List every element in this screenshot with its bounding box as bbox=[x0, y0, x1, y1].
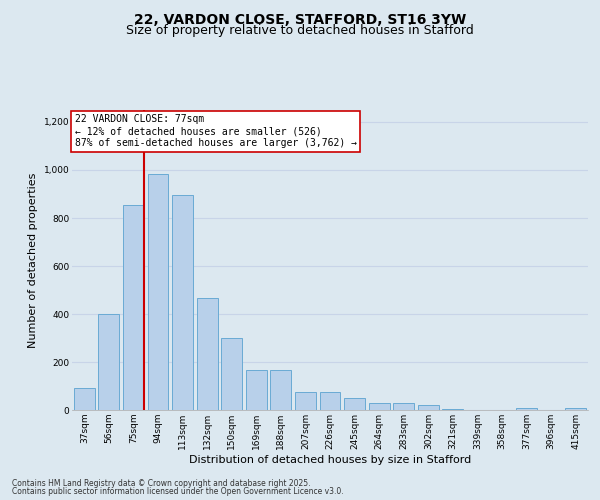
Bar bbox=[442, 409, 463, 410]
Bar bbox=[123, 205, 144, 410]
Bar bbox=[295, 392, 316, 410]
Bar bbox=[148, 174, 169, 410]
Bar bbox=[221, 338, 242, 410]
Bar bbox=[74, 388, 95, 410]
Text: 22, VARDON CLOSE, STAFFORD, ST16 3YW: 22, VARDON CLOSE, STAFFORD, ST16 3YW bbox=[134, 12, 466, 26]
Bar bbox=[98, 314, 119, 410]
Bar bbox=[320, 392, 340, 410]
Text: 22 VARDON CLOSE: 77sqm
← 12% of detached houses are smaller (526)
87% of semi-de: 22 VARDON CLOSE: 77sqm ← 12% of detached… bbox=[74, 114, 356, 148]
Bar bbox=[271, 370, 292, 410]
Bar bbox=[418, 405, 439, 410]
Text: Contains public sector information licensed under the Open Government Licence v3: Contains public sector information licen… bbox=[12, 487, 344, 496]
Bar bbox=[516, 408, 537, 410]
Bar bbox=[368, 403, 389, 410]
Bar bbox=[565, 408, 586, 410]
Bar bbox=[393, 403, 414, 410]
Bar bbox=[246, 370, 267, 410]
Bar bbox=[197, 298, 218, 410]
Bar bbox=[344, 398, 365, 410]
Bar bbox=[172, 195, 193, 410]
Text: Size of property relative to detached houses in Stafford: Size of property relative to detached ho… bbox=[126, 24, 474, 37]
Text: Contains HM Land Registry data © Crown copyright and database right 2025.: Contains HM Land Registry data © Crown c… bbox=[12, 478, 311, 488]
Y-axis label: Number of detached properties: Number of detached properties bbox=[28, 172, 38, 348]
X-axis label: Distribution of detached houses by size in Stafford: Distribution of detached houses by size … bbox=[189, 454, 471, 464]
